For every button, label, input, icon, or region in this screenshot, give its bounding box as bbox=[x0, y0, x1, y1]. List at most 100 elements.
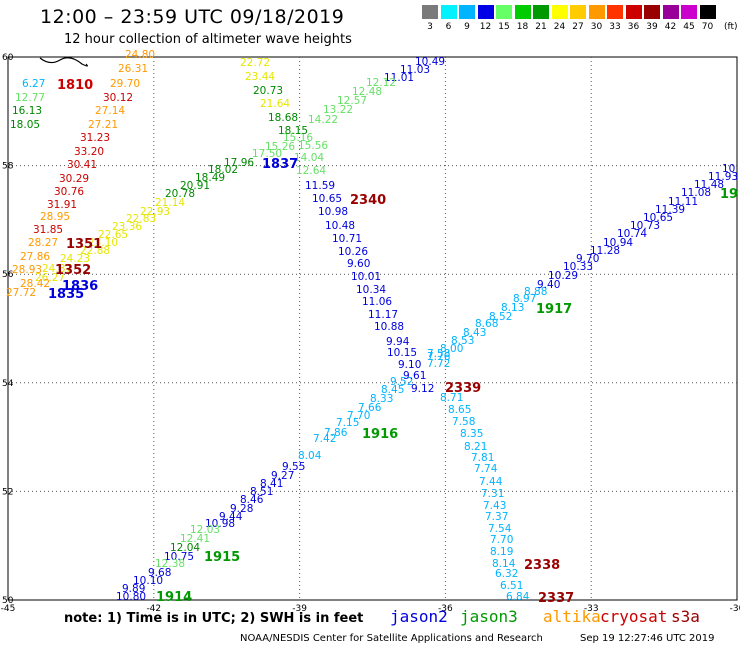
page-title: 12:00 – 23:59 UTC 09/18/2019 bbox=[40, 6, 345, 28]
legend-swatch bbox=[588, 5, 605, 19]
wave-height-label: 10.74 bbox=[617, 228, 647, 240]
wave-height-label: 24.87 bbox=[42, 263, 72, 275]
wave-height-label: 14.04 bbox=[294, 152, 324, 164]
wave-height-label: 8.33 bbox=[370, 393, 393, 405]
wave-height-label: 30.41 bbox=[67, 159, 97, 171]
wave-height-label: 8.71 bbox=[440, 392, 463, 404]
wave-height-label: 9.27 bbox=[271, 470, 294, 482]
legend-label: 3 bbox=[427, 22, 433, 32]
coastline bbox=[39, 57, 88, 67]
pass-time-label: 19 bbox=[720, 187, 738, 202]
satellite-name-cryosat: cryosat bbox=[600, 607, 668, 626]
page-subtitle: 12 hour collection of altimeter wave hei… bbox=[64, 32, 352, 47]
wave-height-label: 7.81 bbox=[471, 452, 494, 464]
wave-height-label: 12.04 bbox=[170, 542, 200, 554]
satellite-name-altika: altika bbox=[543, 607, 601, 626]
wave-height-label: 6.84 bbox=[506, 591, 530, 603]
legend-swatch bbox=[551, 5, 568, 19]
wave-height-label: 9.94 bbox=[386, 336, 410, 348]
wave-height-label: 9.89 bbox=[122, 583, 145, 595]
pass-time-label: 1835 bbox=[48, 287, 84, 302]
x-tick-label: -42 bbox=[146, 604, 161, 614]
wave-height-label: 11.48 bbox=[694, 179, 724, 191]
legend-label: 27 bbox=[572, 22, 584, 32]
wave-height-label: 10.98 bbox=[318, 206, 348, 218]
pass-time-label: 2338 bbox=[524, 558, 560, 573]
wave-height-label: 17.96 bbox=[224, 157, 254, 169]
wave-height-label: 8.88 bbox=[524, 286, 547, 298]
wave-height-label: 9.60 bbox=[347, 258, 370, 270]
wave-height-label: 15.56 bbox=[298, 140, 328, 152]
wave-height-label: 29.70 bbox=[110, 78, 140, 90]
wave-height-label: 23.10 bbox=[88, 237, 118, 249]
pass-time-label: 1836 bbox=[62, 279, 98, 294]
plot-frame bbox=[7, 56, 738, 601]
pass-time-label: 1352 bbox=[55, 263, 91, 278]
wave-height-label: 7.86 bbox=[324, 427, 348, 439]
wave-height-label: 7.54 bbox=[488, 523, 512, 535]
wave-height-label: 7.70 bbox=[347, 410, 370, 422]
legend-swatch bbox=[514, 5, 531, 19]
wave-height-label: 7.37 bbox=[485, 511, 508, 523]
legend-swatch bbox=[440, 5, 457, 19]
wave-height-label: 7.66 bbox=[358, 402, 382, 414]
legend-swatch bbox=[625, 5, 642, 19]
wave-height-label: 8.68 bbox=[475, 318, 498, 330]
legend-swatch bbox=[459, 5, 475, 19]
wave-height-label: 26.31 bbox=[118, 63, 148, 75]
pass-time-label: 1915 bbox=[204, 550, 240, 565]
legend-label: 70 bbox=[701, 22, 714, 32]
wave-height-label: 7.42 bbox=[313, 433, 336, 445]
legend-label: 36 bbox=[627, 22, 640, 32]
wave-height-label: 7.43 bbox=[483, 500, 506, 512]
legend-label: 24 bbox=[553, 22, 566, 32]
wave-height-label: 28.27 bbox=[28, 237, 58, 249]
wave-height-label: 27.21 bbox=[88, 119, 118, 131]
wave-height-label: 8.46 bbox=[240, 494, 264, 506]
wave-height-label: 7.58 bbox=[452, 416, 475, 428]
legend-label: 30 bbox=[590, 22, 603, 32]
x-tick-label: -36 bbox=[438, 604, 453, 614]
wave-height-label: 10.15 bbox=[387, 347, 417, 359]
wave-height-label: 30.29 bbox=[59, 173, 89, 185]
wave-height-label: 18.05 bbox=[10, 119, 40, 131]
wave-height-label: 8.04 bbox=[298, 450, 322, 462]
wave-height-label: 7.72 bbox=[427, 358, 450, 370]
wave-height-label: 10.65 bbox=[643, 212, 673, 224]
wave-height-label: 28.42 bbox=[20, 278, 50, 290]
wave-height-label: 30.12 bbox=[103, 92, 133, 104]
y-tick-label: 56 bbox=[2, 270, 14, 280]
wave-height-label: 12.12 bbox=[366, 77, 396, 89]
legend-label: 33 bbox=[609, 22, 621, 32]
legend-swatch bbox=[477, 5, 494, 19]
legend-label: 45 bbox=[683, 22, 695, 32]
wave-height-label: 14.22 bbox=[308, 114, 338, 126]
wave-height-label: 11.06 bbox=[362, 296, 392, 308]
pass-time-label: 2337 bbox=[538, 591, 574, 606]
wave-height-label: 9.40 bbox=[537, 279, 560, 291]
wave-height-label: 18.68 bbox=[268, 112, 298, 124]
wave-height-label: 10.88 bbox=[374, 321, 404, 333]
wave-height-label: 11.08 bbox=[681, 187, 711, 199]
wave-height-label: 18.49 bbox=[195, 172, 225, 184]
wave-height-label: 16.13 bbox=[12, 105, 42, 117]
wave-height-label: 8.00 bbox=[440, 343, 463, 355]
satellite-name-s3a: s3a bbox=[671, 607, 700, 626]
wave-height-label: 10.01 bbox=[351, 271, 381, 283]
pass-time-label: 1810 bbox=[57, 78, 93, 93]
wave-height-label: 11.28 bbox=[590, 245, 620, 257]
wave-height-label: 9.52 bbox=[390, 376, 413, 388]
legend-label: 39 bbox=[646, 22, 658, 32]
wave-height-label: 7.15 bbox=[336, 417, 359, 429]
generated-timestamp: Sep 19 12:27:46 UTC 2019 bbox=[580, 633, 715, 644]
wave-height-label: 9.55 bbox=[282, 461, 305, 473]
wave-height-label: 28.93 bbox=[12, 264, 42, 276]
wave-height-label: 31.23 bbox=[80, 132, 110, 144]
legend-swatch bbox=[496, 5, 512, 19]
wave-height-label: 22.65 bbox=[98, 229, 128, 241]
pass-time-label: 1914 bbox=[156, 590, 192, 605]
y-tick-label: 60 bbox=[2, 53, 14, 63]
wave-height-label: 12.48 bbox=[352, 86, 382, 98]
wave-height-label: 18.02 bbox=[208, 164, 238, 176]
